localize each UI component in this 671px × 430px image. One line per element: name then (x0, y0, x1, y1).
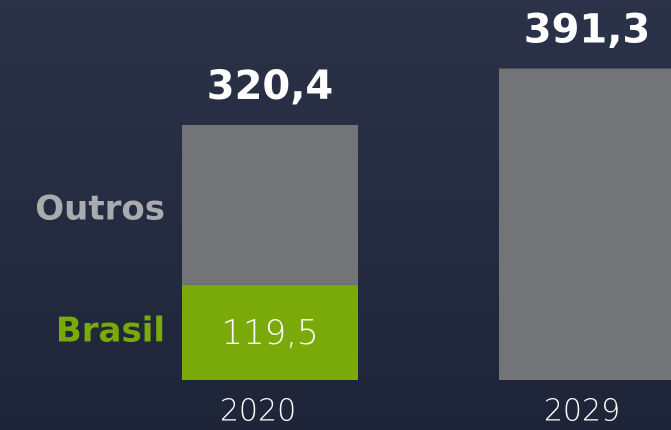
total-label: 391,3 (524, 7, 651, 53)
x-tick-label: 2020 (220, 394, 296, 429)
bar-segment (499, 68, 671, 380)
value-label: 119,5 (221, 313, 318, 353)
legend-label: Outros (35, 189, 165, 229)
x-tick-label: 2029 (544, 394, 620, 429)
bar-segment (182, 124, 358, 285)
bar-segment (182, 284, 358, 380)
total-label: 320,4 (207, 63, 334, 109)
legend-label: Brasil (56, 311, 165, 351)
